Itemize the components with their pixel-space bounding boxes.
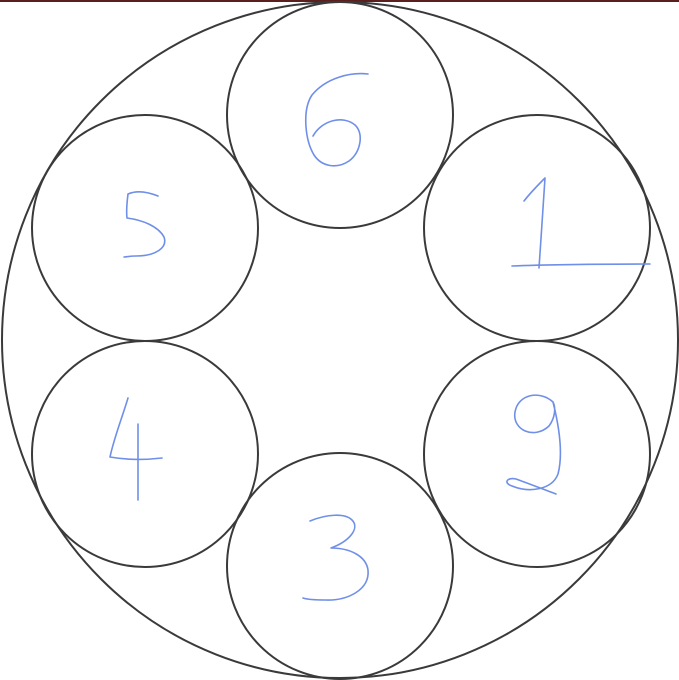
circle-label-bottom: 3 [337,562,343,573]
inner-circle-lower-right [423,340,651,568]
digit-1-stroke [523,177,546,269]
digit-1-underline [511,263,651,267]
circle-label-upper-right: 1 [534,224,540,235]
circle-label-top: 6 [337,112,343,123]
circle-label-upper-left: 5 [142,224,148,235]
inner-circle-top [226,1,454,229]
top-border [0,0,679,2]
circle-label-lower-left: 4 [142,450,148,461]
digit-4-stroke [109,397,163,501]
inner-circle-bottom [226,452,454,680]
inner-circle-upper-left [31,114,259,342]
circle-label-lower-right: 9 [534,450,540,461]
digit-3-stroke [302,514,369,601]
digit-9-stroke [506,394,562,495]
digit-6-stroke [304,72,369,167]
digit-5-stroke [123,191,166,258]
